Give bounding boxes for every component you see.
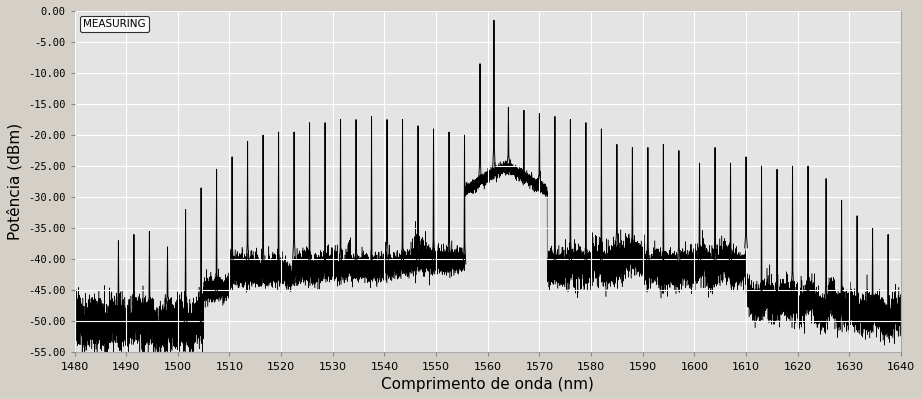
Legend: MEASURING: MEASURING (79, 16, 148, 32)
Y-axis label: Potência (dBm): Potência (dBm) (7, 123, 22, 240)
X-axis label: Comprimento de onda (nm): Comprimento de onda (nm) (382, 377, 594, 392)
